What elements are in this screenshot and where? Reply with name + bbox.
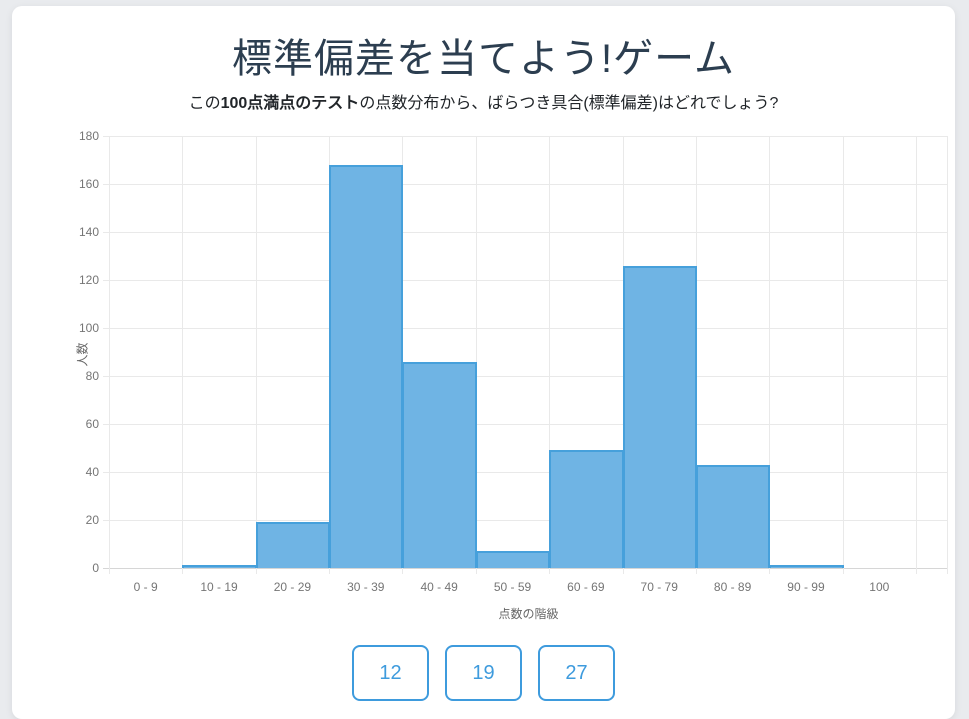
page-subtitle: この100点満点のテストの点数分布から、ばらつき具合(標準偏差)はどれでしょう? xyxy=(12,89,955,113)
bar-40-49 xyxy=(402,361,477,568)
game-card: 標準偏差を当てよう!ゲーム この100点満点のテストの点数分布から、ばらつき具合… xyxy=(12,6,955,719)
bar-10-19 xyxy=(182,565,257,568)
bar-90-99 xyxy=(769,565,844,568)
y-tick-label-100: 100 xyxy=(78,321,99,335)
gridline-x-1 xyxy=(182,136,184,574)
x-tick-label-40-49: 40 - 49 xyxy=(420,580,458,594)
answer-options: 12 19 27 xyxy=(12,645,955,701)
plot-area: 0 20 40 60 80 100 120 140 160 180 0 - 9 10 - 19 20 -… xyxy=(79,129,948,594)
bar-70-79 xyxy=(622,265,697,568)
answer-button-12[interactable]: 12 xyxy=(352,645,429,701)
x-tick-label-70-79: 70 - 79 xyxy=(640,580,678,594)
subtitle-bold: 100点満点のテスト xyxy=(220,95,360,112)
gridline-y-0 xyxy=(103,568,948,569)
subtitle-suffix: の点数分布から、ばらつき具合(標準偏差)はどれでしょう? xyxy=(359,95,779,112)
x-tick-label-50-59: 50 - 59 xyxy=(493,580,532,594)
y-tick-label-160: 160 xyxy=(78,177,99,191)
gridline-y-20 xyxy=(103,520,948,521)
gridline-x-5 xyxy=(475,136,477,574)
gridline-x-10 xyxy=(842,136,844,574)
answer-button-27[interactable]: 27 xyxy=(538,645,615,701)
bar-50-59 xyxy=(475,551,551,568)
subtitle-prefix: この xyxy=(188,95,221,112)
y-tick-label-0: 0 xyxy=(92,561,99,575)
gridline-x-0 xyxy=(109,136,110,574)
x-tick-label-90-99: 90 - 99 xyxy=(787,580,825,594)
y-tick-label-140: 140 xyxy=(78,225,99,239)
x-tick-label-60-69: 60 - 69 xyxy=(567,580,605,594)
x-tick-label-10-19: 10 - 19 xyxy=(200,580,238,594)
bar-80-89 xyxy=(695,464,771,568)
y-tick-label-120: 120 xyxy=(78,273,99,287)
gridline-y-80 xyxy=(103,376,948,377)
gridline-x-9 xyxy=(769,136,771,574)
bar-30-39 xyxy=(329,164,404,568)
x-tick-label-100: 100 xyxy=(869,580,890,594)
gridline-y-120 xyxy=(103,280,948,281)
bar-20-29 xyxy=(255,522,331,568)
gridline-y-140 xyxy=(103,232,948,233)
gridline-y-180 xyxy=(103,136,948,137)
gridline-x-2 xyxy=(255,136,257,574)
bar-60-69 xyxy=(549,450,624,568)
y-tick-label-180: 180 xyxy=(78,129,99,143)
gridline-y-100 xyxy=(103,328,948,329)
gridline-y-60 xyxy=(103,424,948,425)
x-axis-title: 点数の階級 xyxy=(498,607,559,621)
y-tick-label-60: 60 xyxy=(85,417,99,431)
gridline-y-160 xyxy=(103,184,948,185)
x-tick-label-20-29: 20 - 29 xyxy=(273,580,312,594)
x-tick-label-30-39: 30 - 39 xyxy=(347,580,385,594)
y-tick-label-40: 40 xyxy=(85,465,99,479)
x-tick-label-80-89: 80 - 89 xyxy=(713,580,752,594)
y-tick-label-20: 20 xyxy=(85,513,99,527)
answer-button-19[interactable]: 19 xyxy=(445,645,522,701)
gridline-x-11 xyxy=(916,136,917,574)
y-tick-label-80: 80 xyxy=(85,369,99,383)
gridline-y-40 xyxy=(103,472,948,473)
x-tick-label-0-9: 0 - 9 xyxy=(133,580,158,594)
histogram-chart: 人数 0 20 40 60 80 100 120 140 160 180 0 - 9 10 - 19 2… xyxy=(12,6,955,719)
gridline-x-6 xyxy=(549,136,551,574)
gridline-x-right-edge xyxy=(947,136,948,574)
page-title: 標準偏差を当てよう!ゲーム xyxy=(232,37,735,81)
